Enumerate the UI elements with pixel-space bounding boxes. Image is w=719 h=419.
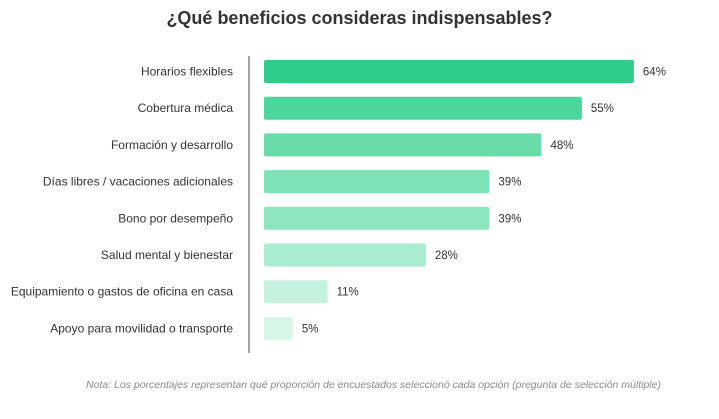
value-label: 28% xyxy=(435,250,458,262)
bar-6 xyxy=(264,243,426,267)
chart-note: Nota: Los porcentajes representan qué pr… xyxy=(86,379,661,391)
category-label: Formación y desarrollo xyxy=(111,138,233,152)
value-label: 39% xyxy=(498,213,521,225)
category-label: Equipamiento o gastos de oficina en casa xyxy=(11,285,233,299)
category-label: Apoyo para movilidad o transporte xyxy=(50,321,233,335)
bar-chart: Horarios flexibles 64% Cobertura médica 55%… xyxy=(11,56,666,353)
bar-3 xyxy=(264,133,542,157)
bar-4 xyxy=(264,170,490,194)
value-label: 55% xyxy=(591,103,614,115)
value-label: 48% xyxy=(550,140,573,152)
bar-7 xyxy=(264,280,328,304)
value-label: 11% xyxy=(337,287,359,299)
bar-8 xyxy=(264,316,293,340)
value-label: 39% xyxy=(498,177,521,189)
bar-2 xyxy=(264,96,582,120)
bar-1 xyxy=(264,60,634,83)
bar-5 xyxy=(264,206,490,230)
chart-title: ¿Qué beneficios consideras indispensable… xyxy=(166,8,553,28)
category-label: Días libres / vacaciones adicionales xyxy=(43,175,233,189)
value-label: 64% xyxy=(643,67,666,79)
category-label: Cobertura médica xyxy=(138,101,234,115)
value-label: 5% xyxy=(302,323,319,335)
category-label: Salud mental y bienestar xyxy=(101,248,233,262)
category-label: Bono por desempeño xyxy=(118,211,233,225)
category-label: Horarios flexibles xyxy=(141,65,233,79)
